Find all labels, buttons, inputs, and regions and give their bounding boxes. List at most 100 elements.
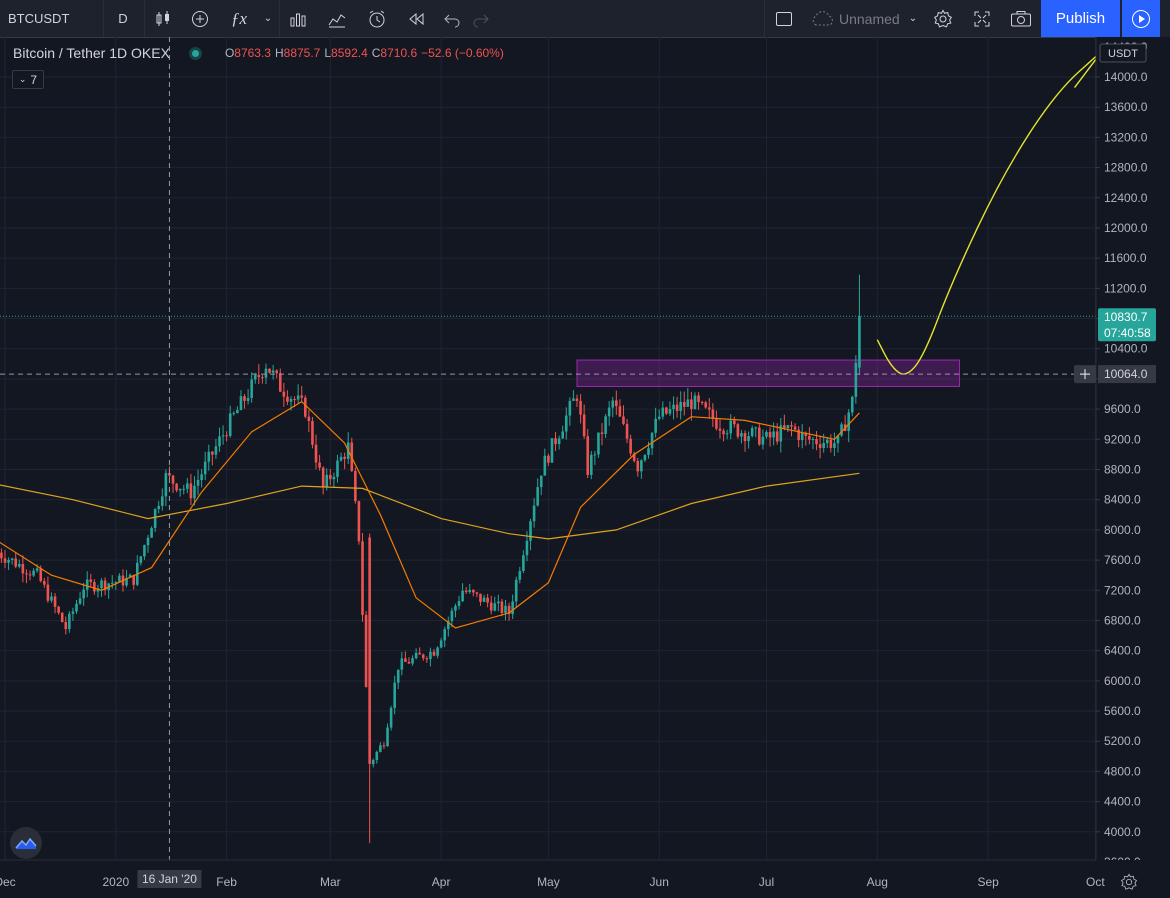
redo-icon[interactable] xyxy=(470,0,492,37)
candle-body[interactable] xyxy=(511,601,514,615)
candle-body[interactable] xyxy=(264,368,268,378)
candle-body[interactable] xyxy=(507,605,511,615)
candle-body[interactable] xyxy=(854,362,858,397)
candle-body[interactable] xyxy=(575,398,579,401)
candle-body[interactable] xyxy=(307,416,311,421)
candle-body[interactable] xyxy=(582,414,586,437)
candle-body[interactable] xyxy=(793,426,797,430)
candle-body[interactable] xyxy=(468,589,472,593)
candle-body[interactable] xyxy=(414,652,418,659)
candle-body[interactable] xyxy=(243,396,246,401)
candle-body[interactable] xyxy=(289,399,293,402)
candle-body[interactable] xyxy=(329,474,332,480)
candle-body[interactable] xyxy=(253,375,257,380)
candle-body[interactable] xyxy=(357,501,361,542)
candle-body[interactable] xyxy=(618,406,622,417)
candle-body[interactable] xyxy=(804,432,808,436)
candle-body[interactable] xyxy=(46,584,50,601)
candle-body[interactable] xyxy=(196,479,200,486)
candle-body[interactable] xyxy=(493,603,497,611)
candle-body[interactable] xyxy=(808,435,811,440)
candle-body[interactable] xyxy=(354,471,357,502)
candle-body[interactable] xyxy=(797,429,800,440)
candle-body[interactable] xyxy=(157,505,161,510)
candle-body[interactable] xyxy=(21,564,25,574)
candle-body[interactable] xyxy=(153,509,157,528)
indicators-fx-icon[interactable]: ƒx xyxy=(230,8,248,28)
candle-body[interactable] xyxy=(700,401,704,403)
candle-body[interactable] xyxy=(35,568,39,571)
candle-body[interactable] xyxy=(818,444,822,448)
candle-body[interactable] xyxy=(564,415,568,432)
candle-body[interactable] xyxy=(318,462,321,468)
candle-body[interactable] xyxy=(203,461,207,475)
candle-body[interactable] xyxy=(207,451,211,462)
candle-body[interactable] xyxy=(164,473,168,497)
candle-body[interactable] xyxy=(268,368,271,373)
candle-body[interactable] xyxy=(218,436,221,447)
candle-body[interactable] xyxy=(96,588,100,592)
candle-body[interactable] xyxy=(186,483,189,489)
candle-body[interactable] xyxy=(139,556,143,563)
candle-body[interactable] xyxy=(729,420,733,434)
candle-body[interactable] xyxy=(457,601,461,606)
candle-body[interactable] xyxy=(314,444,318,463)
price-chart[interactable]: 14000.0 13600.0 13200.0 12800.0 12400.0 12000… xyxy=(0,37,1170,898)
candle-body[interactable] xyxy=(779,425,783,442)
candle-body[interactable] xyxy=(825,439,829,444)
candle-body[interactable] xyxy=(625,423,629,439)
candle-body[interactable] xyxy=(143,545,146,557)
candle-body[interactable] xyxy=(439,640,443,648)
candle-body[interactable] xyxy=(304,397,307,417)
candle-body[interactable] xyxy=(432,651,436,656)
candle-body[interactable] xyxy=(371,760,375,765)
candle-body[interactable] xyxy=(93,581,96,592)
candle-body[interactable] xyxy=(836,435,840,444)
candle-body[interactable] xyxy=(772,431,775,438)
candle-body[interactable] xyxy=(3,558,7,563)
candle-body[interactable] xyxy=(725,433,729,435)
candle-body[interactable] xyxy=(572,398,575,401)
candle-body[interactable] xyxy=(497,601,500,604)
resistance-zone-rectangle[interactable] xyxy=(576,359,961,387)
moving-average-slow-line[interactable] xyxy=(0,472,860,540)
candle-body[interactable] xyxy=(393,682,396,708)
projection-drawing[interactable] xyxy=(876,50,1103,375)
candle-body[interactable] xyxy=(103,580,107,591)
candle-body[interactable] xyxy=(522,555,525,571)
candle-body[interactable] xyxy=(479,593,482,602)
candle-body[interactable] xyxy=(707,407,711,410)
candle-body[interactable] xyxy=(10,558,14,560)
candle-body[interactable] xyxy=(543,455,547,476)
candle-body[interactable] xyxy=(168,473,171,476)
candle-body[interactable] xyxy=(650,432,654,449)
candle-body[interactable] xyxy=(590,454,593,475)
candle-body[interactable] xyxy=(175,483,178,491)
candle-body[interactable] xyxy=(643,454,647,461)
candle-body[interactable] xyxy=(32,570,35,576)
candle-body[interactable] xyxy=(529,521,532,541)
expand-icon[interactable] xyxy=(971,0,993,37)
candle-body[interactable] xyxy=(711,409,715,420)
candle-body[interactable] xyxy=(840,424,843,436)
candle-body[interactable] xyxy=(790,425,793,427)
interval-button[interactable]: D xyxy=(118,11,128,26)
candle-body[interactable] xyxy=(361,541,364,615)
candle-body[interactable] xyxy=(786,425,790,429)
candle-body[interactable] xyxy=(514,579,518,602)
candle-body[interactable] xyxy=(686,399,690,407)
candle-body[interactable] xyxy=(586,436,590,475)
candle-body[interactable] xyxy=(697,395,700,402)
candle-body[interactable] xyxy=(622,416,625,424)
candle-body[interactable] xyxy=(53,596,57,607)
candle-body[interactable] xyxy=(647,448,650,455)
candle-body[interactable] xyxy=(800,432,804,440)
candle-body[interactable] xyxy=(489,602,493,611)
indicators-toggle-button[interactable]: ⌄ 7 xyxy=(12,70,44,89)
candle-body[interactable] xyxy=(850,396,854,413)
candle-body[interactable] xyxy=(343,456,346,459)
candle-body[interactable] xyxy=(286,396,289,402)
candle-body[interactable] xyxy=(396,669,400,683)
candle-body[interactable] xyxy=(150,527,153,538)
candle-body[interactable] xyxy=(404,658,407,662)
